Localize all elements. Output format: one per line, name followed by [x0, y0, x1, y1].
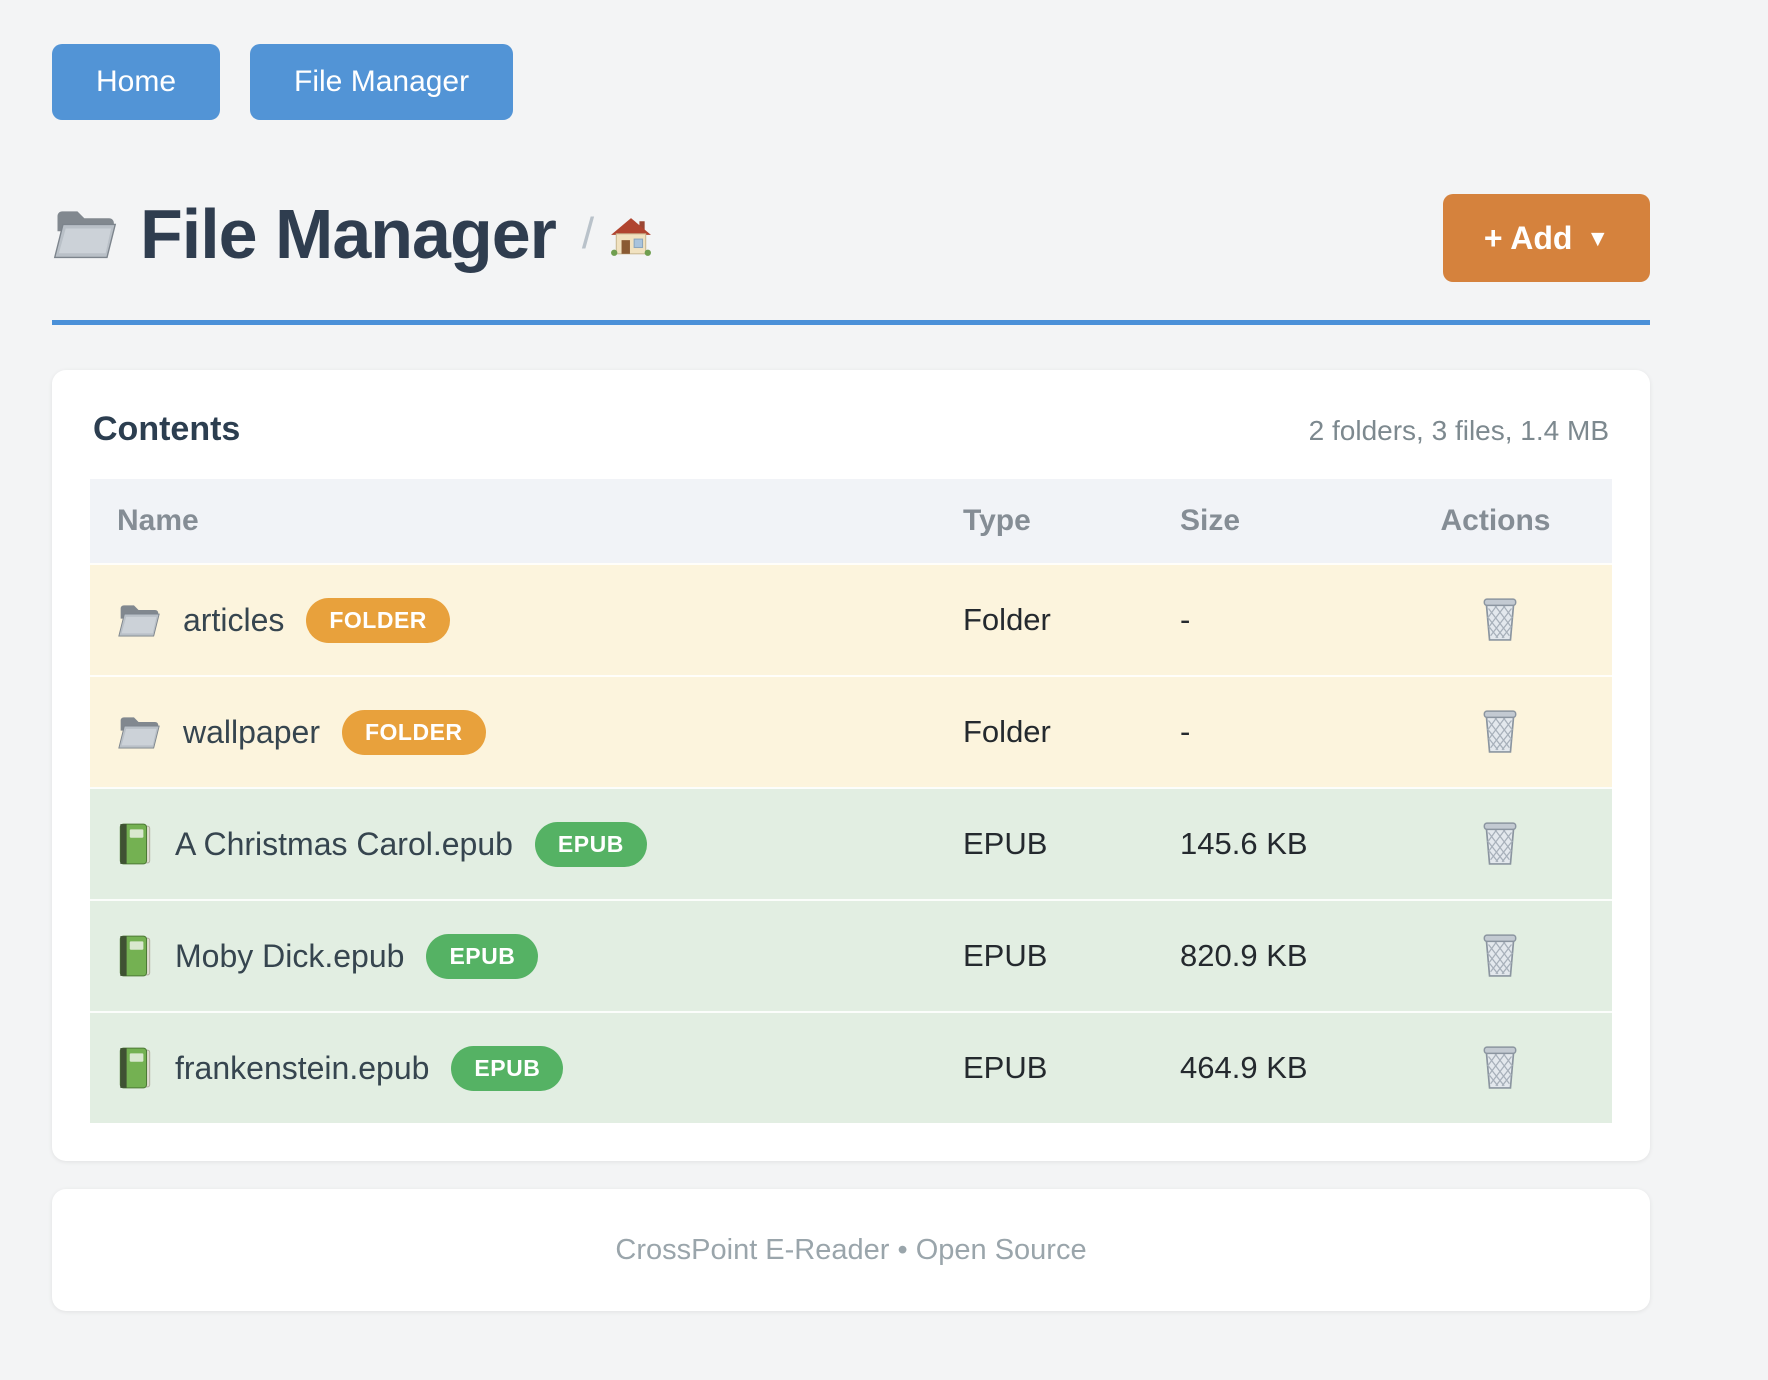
add-button[interactable]: + Add ▼ — [1443, 194, 1650, 282]
item-type: Folder — [938, 675, 1158, 787]
item-name-link[interactable]: wallpaper — [183, 713, 320, 750]
contents-summary: 2 folders, 3 files, 1.4 MB — [1308, 415, 1609, 446]
table-row[interactable]: wallpaper FOLDER Folder - — [90, 675, 1612, 787]
top-nav: Home File Manager — [52, 44, 1650, 120]
column-header-size: Size — [1158, 479, 1388, 563]
item-name-link[interactable]: articles — [183, 601, 285, 638]
table-row[interactable]: A Christmas Carol.epub EPUB EPUB 145.6 K… — [90, 787, 1612, 899]
column-header-name: Name — [90, 479, 938, 563]
table-body: articles FOLDER Folder - — [90, 563, 1612, 1123]
book-icon — [117, 822, 153, 866]
trash-icon — [1483, 598, 1517, 641]
folder-icon — [117, 714, 161, 751]
item-type-badge: EPUB — [451, 1045, 564, 1091]
page-header: File Manager / + Add ▼ — [52, 194, 1650, 325]
delete-button[interactable] — [1474, 926, 1526, 984]
item-size: - — [1158, 675, 1388, 787]
delete-button[interactable] — [1474, 814, 1526, 872]
trash-icon — [1483, 710, 1517, 753]
item-type-badge: FOLDER — [341, 709, 486, 755]
folder-icon — [117, 602, 161, 639]
table-row[interactable]: articles FOLDER Folder - — [90, 563, 1612, 675]
delete-button[interactable] — [1474, 702, 1526, 760]
contents-card: Contents 2 folders, 3 files, 1.4 MB Name… — [52, 370, 1650, 1161]
item-name-link[interactable]: Moby Dick.epub — [175, 937, 405, 974]
column-header-type: Type — [938, 479, 1158, 563]
home-button[interactable]: Home — [52, 44, 221, 120]
item-size: 145.6 KB — [1158, 787, 1388, 899]
item-type: EPUB — [938, 899, 1158, 1011]
item-size: - — [1158, 563, 1388, 675]
breadcrumb-separator: / — [581, 209, 595, 258]
table-row[interactable]: Moby Dick.epub EPUB EPUB 820.9 KB — [90, 899, 1612, 1011]
item-name-link[interactable]: frankenstein.epub — [175, 1049, 430, 1086]
house-icon[interactable] — [610, 216, 652, 258]
folder-icon — [53, 211, 117, 259]
delete-button[interactable] — [1474, 590, 1526, 648]
book-icon — [117, 934, 153, 978]
item-size: 820.9 KB — [1158, 899, 1388, 1011]
delete-button[interactable] — [1474, 1038, 1526, 1096]
item-type: Folder — [938, 563, 1158, 675]
item-type-badge: EPUB — [534, 821, 647, 867]
book-icon — [117, 1046, 153, 1090]
item-type-badge: EPUB — [426, 933, 539, 979]
contents-heading: Contents — [93, 410, 241, 448]
item-type-badge: FOLDER — [306, 597, 450, 643]
item-type: EPUB — [938, 787, 1158, 899]
item-type: EPUB — [938, 1011, 1158, 1123]
table-row[interactable]: frankenstein.epub EPUB EPUB 464.9 KB — [90, 1011, 1612, 1123]
page-title: File Manager — [140, 195, 557, 273]
item-name-link[interactable]: A Christmas Carol.epub — [175, 825, 513, 862]
add-button-label: + Add — [1483, 219, 1573, 256]
table-header-row: Name Type Size Actions — [90, 479, 1612, 563]
trash-icon — [1483, 934, 1517, 977]
trash-icon — [1483, 1046, 1517, 1089]
page: Home File Manager File Manager / + Add — [52, 0, 1650, 1311]
trash-icon — [1483, 822, 1517, 865]
caret-down-icon: ▼ — [1586, 224, 1610, 251]
footer: CrossPoint E-Reader • Open Source — [52, 1189, 1650, 1311]
item-size: 464.9 KB — [1158, 1011, 1388, 1123]
footer-text: CrossPoint E-Reader • Open Source — [615, 1233, 1087, 1266]
column-header-actions: Actions — [1388, 479, 1612, 563]
file-table: Name Type Size Actions articles FOLDER F… — [90, 479, 1612, 1123]
file-manager-button[interactable]: File Manager — [250, 44, 514, 120]
